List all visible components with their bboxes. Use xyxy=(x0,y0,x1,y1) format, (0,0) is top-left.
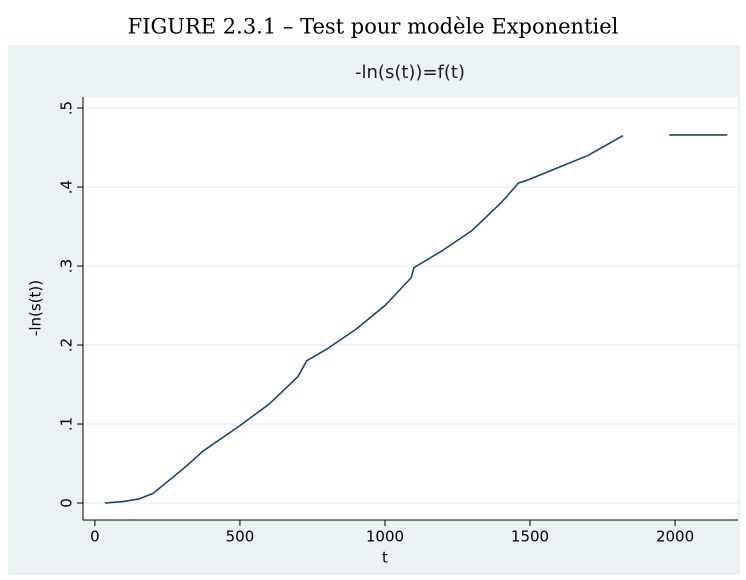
x-tick-label: 0 xyxy=(90,528,100,546)
data-line xyxy=(104,134,728,504)
y-tick-label: .1 xyxy=(58,417,76,431)
x-tick-label: 500 xyxy=(226,528,255,546)
y-axis-label: -ln(s(t)) xyxy=(27,280,45,336)
y-tick-label: 0 xyxy=(58,498,76,508)
x-tick-label: 2000 xyxy=(656,528,694,546)
x-tick-label: 1000 xyxy=(366,528,404,546)
y-tick-label: .5 xyxy=(58,101,76,115)
x-tick-label: 1500 xyxy=(511,528,549,546)
y-tick-label: .4 xyxy=(58,180,76,194)
y-tick-label: .3 xyxy=(58,259,76,273)
chart-title: -ln(s(t))=f(t) xyxy=(355,62,465,83)
y-tick-label: .2 xyxy=(58,338,76,352)
caption: FIGURE 2.3.1 – Test pour modèle Exponent… xyxy=(128,15,619,39)
x-axis-label: t xyxy=(382,549,388,567)
plot-region xyxy=(83,97,738,520)
